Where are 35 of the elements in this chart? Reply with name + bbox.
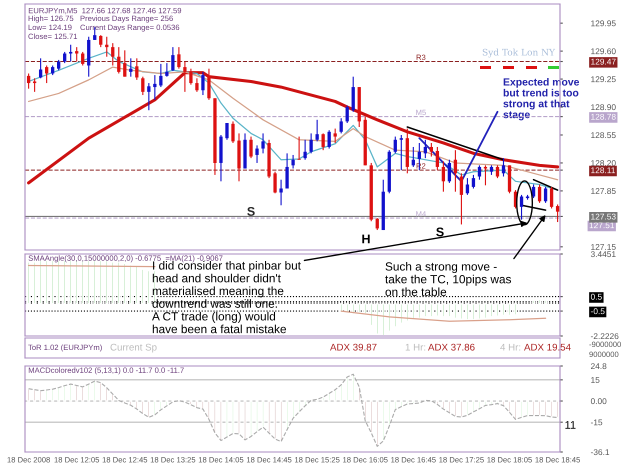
annotation: 11 (565, 421, 576, 429)
y-tick-label: 3.4451 (590, 251, 616, 258)
annotation: I did consider that pinbar but head and shoulder didn't materialised meaning the downtrend was still one. A CT trade (long) would have been a fatal mistake (152, 261, 301, 334)
y-tick-label: 129.95 (591, 20, 616, 26)
annotation: Syd Tok Lon NY (482, 48, 556, 58)
text: ADX 39.87 (330, 344, 377, 351)
y-tick-label: 127.15 (591, 244, 616, 250)
y-tick-label: 129.60 (591, 48, 616, 54)
y-tick-label: 0.00 (590, 398, 606, 404)
y-tick-label: 129.25 (591, 76, 616, 82)
y-tick-label: -36.1 (590, 449, 610, 456)
y-tick-label: 128.55 (591, 132, 616, 138)
y-tick-label: 128.90 (591, 104, 616, 110)
y-tick-label: 128.20 (591, 160, 616, 166)
y-tick-label: -15 (590, 419, 602, 426)
text: Current Sp (110, 344, 157, 353)
text: ADX 37.86 (428, 344, 475, 351)
text: ADX 19.54 (524, 344, 571, 351)
y-tick-label: 15 (591, 377, 600, 383)
text: 4 Hr: (500, 344, 520, 351)
y-tick-label: 24.8 (590, 363, 606, 370)
annotation: H (362, 234, 370, 244)
text: 1 Hr: (406, 344, 426, 351)
annotation: Such a strong move - take the TC, 10pips was on the table (385, 262, 512, 296)
y-tick-label: 128.78 (591, 114, 616, 120)
y-tick-label: 129.47 (591, 58, 616, 65)
annotation: S (247, 206, 255, 216)
y-tick-label: 128.11 (591, 167, 616, 174)
y-tick-label: 127.53 (591, 214, 616, 220)
y-tick-label: -0.5 (590, 308, 605, 314)
y-tick-label: 127.85 (591, 188, 616, 194)
text: 127.51 (590, 222, 614, 228)
y-tick-label: 0.5 (590, 294, 602, 300)
y-tick-label: -2.2226 (590, 333, 618, 340)
annotation: S (436, 228, 444, 236)
